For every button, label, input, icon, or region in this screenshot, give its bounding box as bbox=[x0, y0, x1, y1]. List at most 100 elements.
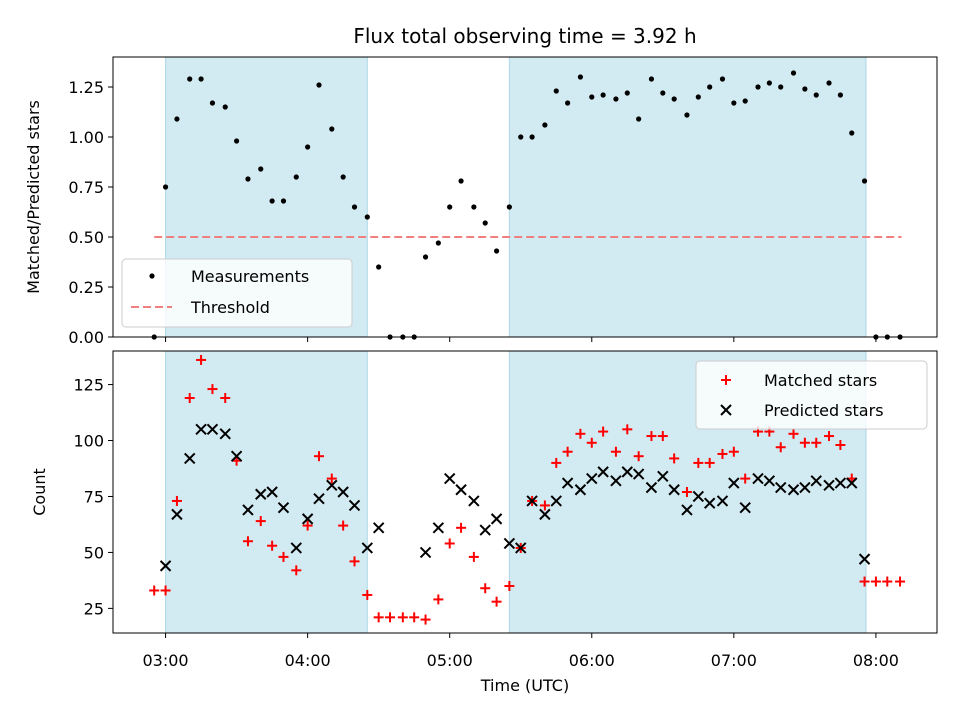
measurement-point bbox=[613, 96, 619, 102]
measurement-point bbox=[435, 240, 441, 246]
predicted-star-point bbox=[681, 504, 693, 516]
measurement-point bbox=[849, 130, 855, 136]
measurement-point bbox=[837, 92, 843, 98]
matched-star-point bbox=[586, 437, 597, 448]
measurement-point bbox=[198, 76, 204, 82]
matched-star-point bbox=[681, 487, 692, 497]
predicted-star-point bbox=[645, 481, 658, 494]
matched-star-point bbox=[859, 576, 870, 587]
matched-star-point bbox=[255, 516, 266, 527]
matched-star-point bbox=[728, 446, 739, 457]
predicted-star-point bbox=[255, 488, 267, 500]
bottom-y-tick-label: 25 bbox=[84, 599, 104, 618]
predicted-star-point bbox=[443, 472, 456, 485]
predicted-star-point bbox=[763, 475, 776, 487]
predicted-star-point bbox=[657, 470, 669, 483]
predicted-star-point bbox=[468, 495, 480, 507]
matched-star-point bbox=[338, 520, 349, 531]
matched-star-point bbox=[835, 440, 846, 450]
matched-star-point bbox=[811, 437, 822, 448]
matched-star-point bbox=[480, 583, 491, 594]
matched-star-point bbox=[149, 585, 160, 596]
measurement-point bbox=[671, 96, 677, 102]
matched-star-point bbox=[704, 457, 715, 468]
measurement-point bbox=[778, 84, 784, 90]
matched-star-point bbox=[575, 428, 586, 439]
predicted-star-point bbox=[858, 553, 871, 565]
top-panel: 0.00 0.25 0.50 0.75 1.00 1.25 Matched/Predict… bbox=[24, 56, 938, 347]
bottom-y-tick-label: 100 bbox=[73, 432, 104, 451]
predicted-star-point bbox=[301, 513, 314, 525]
predicted-star-point bbox=[574, 484, 587, 496]
matched-star-point bbox=[895, 576, 906, 587]
predicted-star-point bbox=[503, 537, 516, 550]
measurement-point bbox=[826, 80, 832, 86]
matched-star-point bbox=[184, 393, 195, 403]
measurement-point bbox=[731, 100, 737, 106]
measurement-point bbox=[234, 138, 240, 144]
predicted-star-point bbox=[810, 475, 822, 487]
matched-star-point bbox=[562, 446, 573, 457]
matched-star-point bbox=[740, 473, 751, 484]
measurement-point bbox=[790, 70, 797, 76]
predicted-star-point bbox=[703, 497, 716, 509]
predicted-star-point bbox=[290, 542, 302, 554]
matched-star-point bbox=[373, 612, 384, 623]
predicted-star-point bbox=[313, 493, 325, 505]
measurement-point bbox=[305, 144, 311, 150]
predicted-star-point bbox=[526, 495, 538, 507]
measurement-point bbox=[471, 204, 477, 210]
bottom-panel-frame bbox=[112, 350, 938, 634]
bottom-panel: 03:00 04:00 05:00 06:00 07:00 08:00 25 50 75 100… bbox=[30, 350, 938, 695]
measurement-point bbox=[802, 86, 808, 92]
top-y-tick-label: 1.00 bbox=[68, 128, 104, 147]
matched-star-point bbox=[267, 540, 278, 551]
measurement-point bbox=[766, 80, 772, 86]
legend-predicted-label: Predicted stars bbox=[764, 401, 884, 420]
matched-star-point bbox=[669, 453, 680, 464]
matched-star-point bbox=[491, 596, 502, 607]
chart-title: Flux total observing time = 3.92 h bbox=[353, 24, 696, 48]
measurement-point bbox=[624, 90, 630, 96]
predicted-star-point bbox=[823, 479, 835, 491]
matched-star-point bbox=[456, 522, 467, 533]
predicted-star-point bbox=[834, 477, 847, 489]
matched-star-point bbox=[551, 457, 562, 468]
measurement-point bbox=[813, 92, 819, 98]
predicted-star-point bbox=[206, 423, 219, 436]
predicted-star-point bbox=[171, 508, 183, 521]
measurement-point bbox=[174, 116, 180, 122]
legend-matched-label: Matched stars bbox=[764, 371, 877, 390]
matched-star-point bbox=[302, 520, 313, 531]
matched-star-point bbox=[657, 431, 668, 442]
predicted-star-point bbox=[361, 542, 374, 554]
predicted-star-point bbox=[632, 468, 645, 480]
matched-star-point bbox=[788, 428, 799, 439]
measurement-point bbox=[329, 126, 335, 132]
predicted-star-point bbox=[337, 486, 349, 498]
legend-measurements-label: Measurements bbox=[191, 267, 309, 286]
measurement-point bbox=[636, 116, 642, 122]
matched-star-point bbox=[504, 581, 515, 591]
measurement-point bbox=[600, 92, 606, 98]
predicted-star-point bbox=[586, 472, 598, 485]
matched-star-point bbox=[717, 448, 728, 459]
top-y-tick-label: 1.25 bbox=[68, 78, 104, 97]
shaded-region bbox=[165, 350, 368, 634]
bottom-y-tick-label: 50 bbox=[84, 543, 104, 562]
predicted-star-point bbox=[159, 560, 172, 572]
matched-star-point bbox=[468, 551, 479, 562]
predicted-star-point bbox=[716, 495, 729, 507]
x-tick-label: 08:00 bbox=[853, 651, 899, 670]
matched-star-point bbox=[314, 451, 324, 462]
measurement-point bbox=[209, 100, 216, 106]
measurement-point bbox=[458, 178, 464, 184]
predicted-star-point bbox=[419, 546, 432, 559]
shaded-region bbox=[508, 56, 867, 338]
measurement-point bbox=[707, 84, 713, 90]
matched-star-point bbox=[160, 585, 171, 596]
predicted-star-point bbox=[692, 490, 705, 503]
matched-star-point bbox=[539, 500, 550, 511]
matched-star-point bbox=[824, 431, 835, 442]
